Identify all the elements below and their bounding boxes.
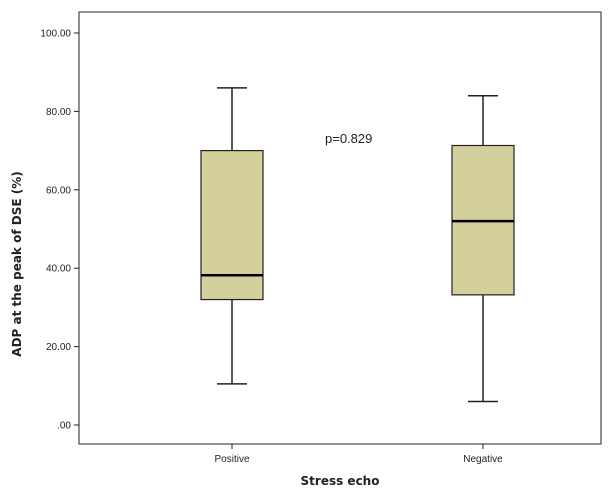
y-tick-label: 60.00 (46, 185, 71, 196)
y-axis-title: ADP at the peak of DSE (%) (10, 171, 24, 356)
x-tick-label: Negative (463, 454, 503, 465)
plot-frame (78, 11, 602, 445)
x-axis: Positive Negative (214, 444, 503, 465)
p-value-annotation: p=0.829 (325, 131, 372, 146)
x-tick-label: Positive (214, 454, 249, 465)
iqr-box (200, 150, 264, 301)
x-axis-title: Stress echo (301, 474, 380, 488)
y-tick-label: .00 (57, 421, 71, 432)
box-negative (451, 94, 515, 403)
y-tick-label: 40.00 (46, 264, 71, 275)
y-tick-label: 20.00 (46, 342, 71, 353)
box-positive (200, 87, 264, 385)
y-tick-label: 80.00 (46, 107, 71, 118)
y-axis: .00 20.00 40.00 60.00 80.00 100.00 (40, 29, 79, 432)
boxes (200, 87, 515, 403)
y-tick-label: 100.00 (40, 29, 71, 40)
